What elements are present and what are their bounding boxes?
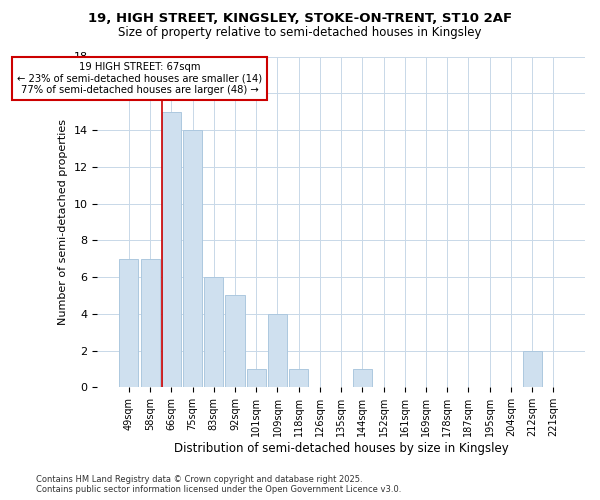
Bar (289, 369, 308, 388)
Bar (268, 314, 287, 388)
Bar (204, 277, 223, 388)
X-axis label: Distribution of semi-detached houses by size in Kingsley: Distribution of semi-detached houses by … (174, 442, 508, 455)
Bar (353, 369, 372, 388)
Bar (140, 258, 160, 388)
Bar (183, 130, 202, 388)
Text: 19 HIGH STREET: 67sqm
← 23% of semi-detached houses are smaller (14)
77% of semi: 19 HIGH STREET: 67sqm ← 23% of semi-deta… (17, 62, 262, 95)
Bar (523, 350, 542, 388)
Bar (162, 112, 181, 388)
Text: Contains HM Land Registry data © Crown copyright and database right 2025.
Contai: Contains HM Land Registry data © Crown c… (36, 474, 401, 494)
Text: 19, HIGH STREET, KINGSLEY, STOKE-ON-TRENT, ST10 2AF: 19, HIGH STREET, KINGSLEY, STOKE-ON-TREN… (88, 12, 512, 26)
Y-axis label: Number of semi-detached properties: Number of semi-detached properties (58, 119, 68, 325)
Bar (226, 296, 245, 388)
Text: Size of property relative to semi-detached houses in Kingsley: Size of property relative to semi-detach… (118, 26, 482, 39)
Bar (247, 369, 266, 388)
Bar (119, 258, 139, 388)
